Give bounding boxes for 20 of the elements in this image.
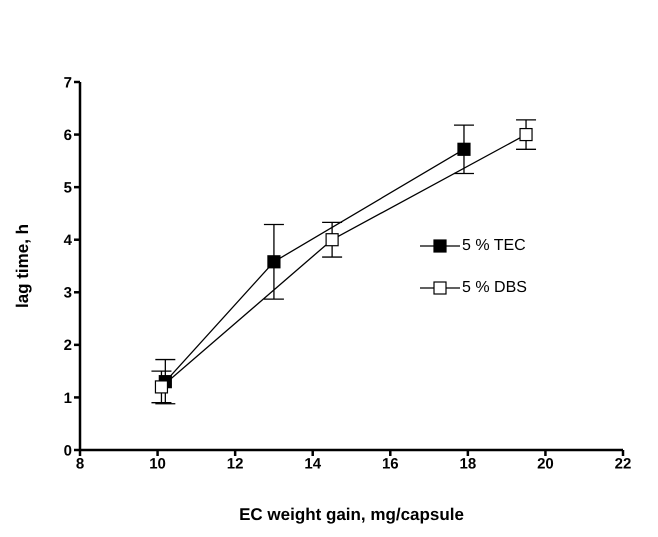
x-tick-label: 12	[226, 456, 244, 473]
y-tick-label: 5	[64, 179, 72, 196]
y-axis-title: lag time, h	[13, 224, 32, 308]
y-tick-label: 0	[64, 442, 72, 460]
legend-label: 5 % TEC	[462, 237, 526, 255]
x-tick-label: 20	[537, 456, 554, 473]
y-tick-label: 4	[64, 232, 73, 250]
y-tick-label: 1	[64, 390, 72, 407]
y-tick-label: 7	[64, 74, 72, 92]
x-axis-title: EC weight gain, mg/capsule	[239, 505, 464, 524]
x-tick-label: 18	[460, 456, 476, 473]
x-tick-label: 10	[149, 456, 166, 473]
legend-label: 5 % DBS	[462, 279, 527, 297]
y-tick-label: 2	[64, 337, 72, 354]
x-tick-label: 14	[304, 456, 322, 473]
y-tick-label: 3	[64, 284, 72, 302]
x-tick-label: 22	[614, 456, 632, 473]
x-tick-label: 16	[382, 456, 399, 473]
y-tick-label: 6	[64, 126, 72, 144]
x-tick-label: 8	[76, 456, 84, 473]
